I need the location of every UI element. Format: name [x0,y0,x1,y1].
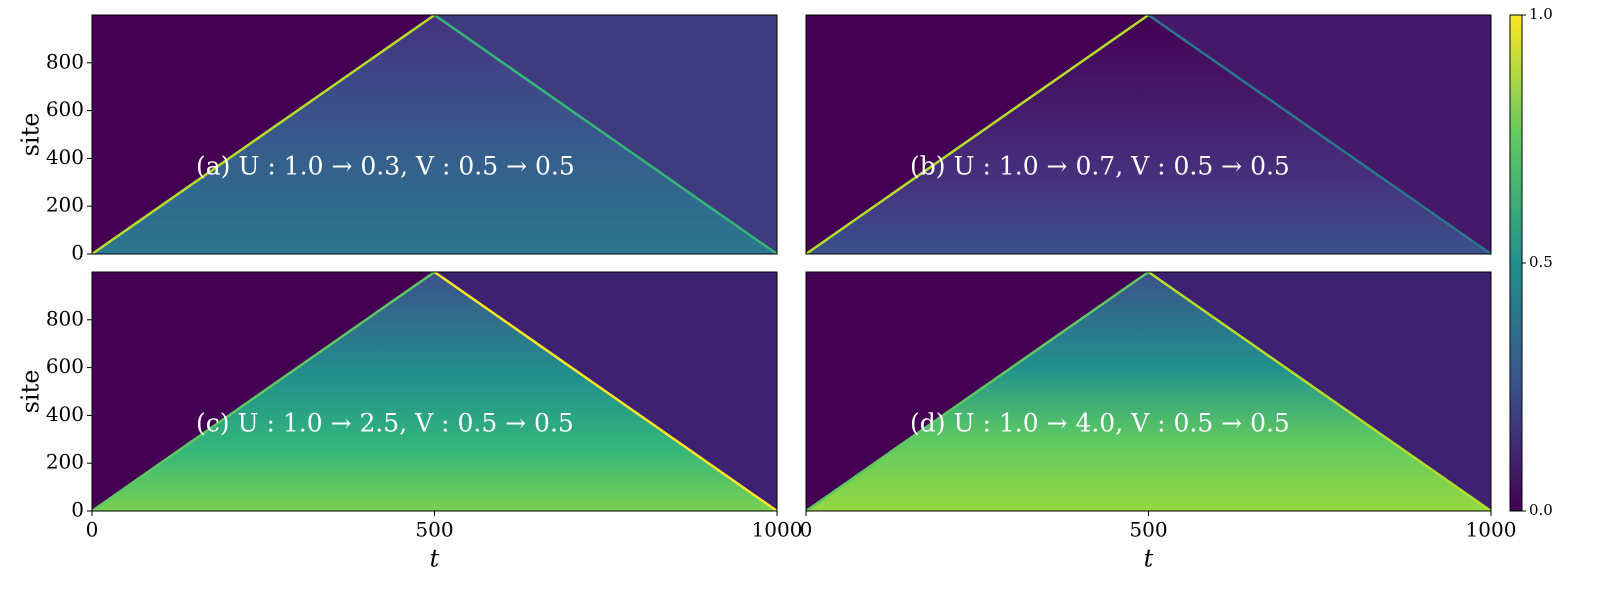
frame [91,14,778,255]
cone-edge [805,270,1150,513]
frame [805,14,1492,255]
light-cone [806,15,1491,254]
y-axis-label: site [17,113,45,157]
x-tick-label: 0 [800,518,813,542]
y-tick-label: 0 [71,241,84,265]
colorbar-tick-label: 0.0 [1529,501,1553,519]
y-tick-label: 0 [71,498,84,522]
cone-edge [1147,13,1492,256]
x-tick-label: 1000 [752,518,803,542]
y-tick-label: 200 [46,193,84,217]
y-tick-label: 800 [46,49,84,73]
panel-annotation: (b) U : 1.0 → 0.7, V : 0.5 → 0.5 [910,152,1290,181]
cone-edge [1147,270,1492,513]
colorbar [1509,14,1523,512]
y-tick-label: 600 [46,354,84,378]
cone-edge [433,13,778,256]
y-tick-label: 200 [46,450,84,474]
y-tick-label: 400 [46,145,84,169]
cone-edge [91,270,436,513]
light-cone [92,272,777,511]
panel-annotation: (a) U : 1.0 → 0.3, V : 0.5 → 0.5 [196,152,575,181]
y-tick-label: 400 [46,402,84,426]
cone-edge [91,13,436,256]
x-axis-label: t [430,545,440,573]
light-cone [92,15,777,254]
x-tick-label: 500 [1129,518,1167,542]
colorbar-tick-label: 1.0 [1529,5,1553,23]
panel-annotation: (d) U : 1.0 → 4.0, V : 0.5 → 0.5 [910,409,1290,438]
x-tick-label: 0 [86,518,99,542]
y-axis-label: site [17,370,45,414]
y-tick-label: 800 [46,306,84,330]
x-tick-label: 500 [415,518,453,542]
y-tick-label: 600 [46,97,84,121]
cone-edge [805,13,1150,256]
colorbar-tick-label: 0.5 [1529,253,1553,271]
cone-edge [433,270,778,513]
x-tick-label: 1000 [1466,518,1517,542]
light-cone [806,272,1491,511]
x-axis-label: t [1144,545,1154,573]
panel-annotation: (c) U : 1.0 → 2.5, V : 0.5 → 0.5 [196,409,574,438]
